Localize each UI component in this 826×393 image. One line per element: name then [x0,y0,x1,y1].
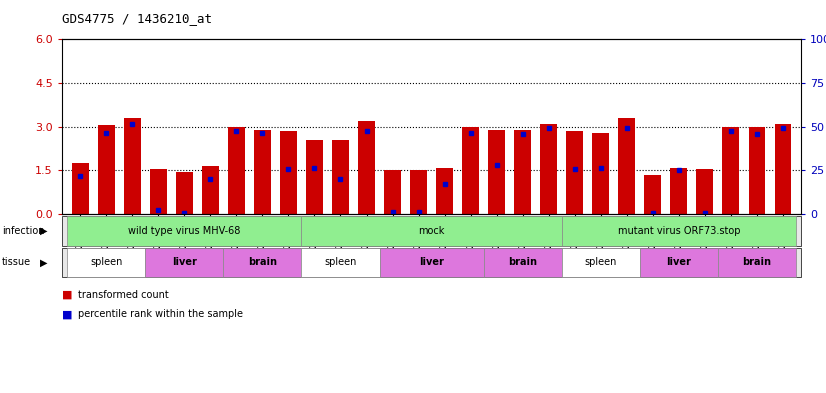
Text: liver: liver [419,257,444,267]
Bar [254,130,271,214]
Bar [202,166,219,214]
Text: mutant virus ORF73.stop: mutant virus ORF73.stop [618,226,740,236]
Bar [124,118,140,214]
Text: liver: liver [172,257,197,267]
Text: ▶: ▶ [40,226,47,236]
Bar [592,132,610,214]
Bar [306,140,323,214]
Bar [515,130,531,214]
Bar [567,131,583,214]
Text: spleen: spleen [325,257,357,267]
Text: infection: infection [2,226,44,236]
Bar [72,163,88,214]
Text: GDS4775 / 1436210_at: GDS4775 / 1436210_at [62,12,212,25]
Text: wild type virus MHV-68: wild type virus MHV-68 [128,226,240,236]
Text: tissue: tissue [2,257,31,267]
Text: transformed count: transformed count [78,290,169,300]
Text: brain: brain [508,257,537,267]
Bar [280,131,297,214]
Bar [775,124,791,214]
Text: percentile rank within the sample: percentile rank within the sample [78,309,244,320]
Bar [671,167,687,214]
Bar [644,175,662,214]
Bar [436,167,453,214]
Bar [748,127,766,214]
Bar [228,127,244,214]
Bar [150,169,167,214]
Bar [696,169,714,214]
Bar [97,125,115,214]
Text: brain: brain [743,257,771,267]
Bar [463,127,479,214]
Bar [540,124,558,214]
Bar [619,118,635,214]
Bar [358,121,375,214]
Text: spleen: spleen [90,257,122,267]
Text: ■: ■ [62,309,73,320]
Bar [488,130,506,214]
Bar [176,172,192,214]
Text: liver: liver [667,257,691,267]
Bar [332,140,349,214]
Text: spleen: spleen [585,257,617,267]
Bar [384,171,401,214]
Text: ▶: ▶ [40,257,47,267]
Text: ■: ■ [62,290,73,300]
Bar [411,171,427,214]
Text: mock: mock [419,226,444,236]
Bar [723,127,739,214]
Text: brain: brain [248,257,277,267]
